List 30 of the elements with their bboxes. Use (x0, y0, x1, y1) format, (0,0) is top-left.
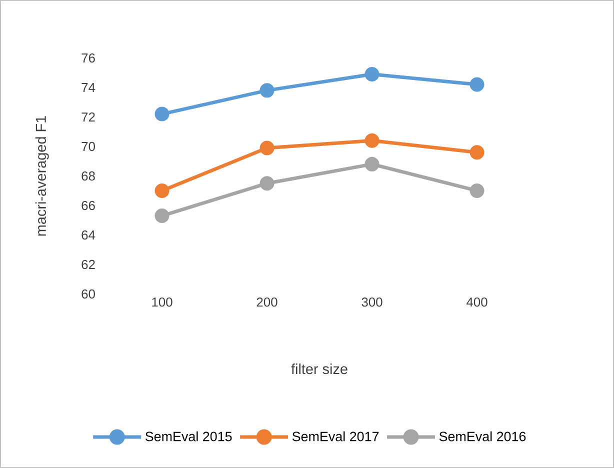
point (260, 83, 274, 98)
x-tick-label: 100 (152, 298, 172, 307)
legend-label: SemEval 2016 (439, 431, 526, 442)
y-tick-label: 70 (82, 142, 95, 152)
point (154, 106, 170, 122)
point (260, 140, 274, 156)
point (154, 208, 170, 224)
y-tick-label: 76 (82, 53, 95, 63)
point (470, 183, 484, 198)
y-tick-label: 66 (82, 200, 95, 210)
x-tick-label: 300 (362, 298, 382, 307)
legend-label: SemEval 2017 (292, 431, 379, 442)
x-tick-label: 400 (466, 298, 488, 307)
point (364, 133, 380, 148)
y-tick-label: 68 (82, 171, 95, 181)
point (154, 183, 170, 198)
y-tick-label: 72 (82, 112, 95, 122)
y-tick-label: 74 (82, 83, 96, 92)
y-axis-title: macri-averaged F1 (35, 116, 49, 236)
point (470, 145, 484, 160)
x-axis-title: filter size (291, 364, 348, 374)
y-tick-label: 60 (82, 289, 95, 299)
point (364, 156, 380, 172)
point (470, 77, 484, 92)
point (364, 66, 380, 82)
y-tick-label: 62 (82, 260, 95, 270)
legend-label: SemEval 2015 (145, 431, 232, 442)
point (260, 176, 274, 191)
y-tick-label: 64 (82, 230, 96, 240)
x-tick-label: 200 (256, 298, 278, 307)
